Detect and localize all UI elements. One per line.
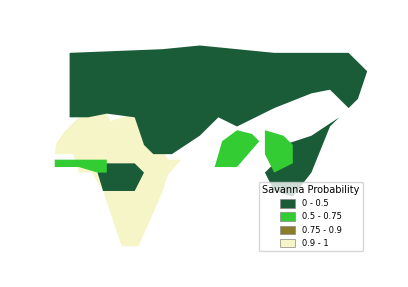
Polygon shape <box>55 160 107 172</box>
Legend: 0 - 0.5, 0.5 - 0.75, 0.75 - 0.9, 0.9 - 1: 0 - 0.5, 0.5 - 0.75, 0.75 - 0.9, 0.9 - 1 <box>259 182 363 251</box>
Polygon shape <box>55 114 181 246</box>
Polygon shape <box>98 163 144 191</box>
Polygon shape <box>70 46 367 197</box>
Polygon shape <box>215 130 259 167</box>
Polygon shape <box>265 130 293 172</box>
